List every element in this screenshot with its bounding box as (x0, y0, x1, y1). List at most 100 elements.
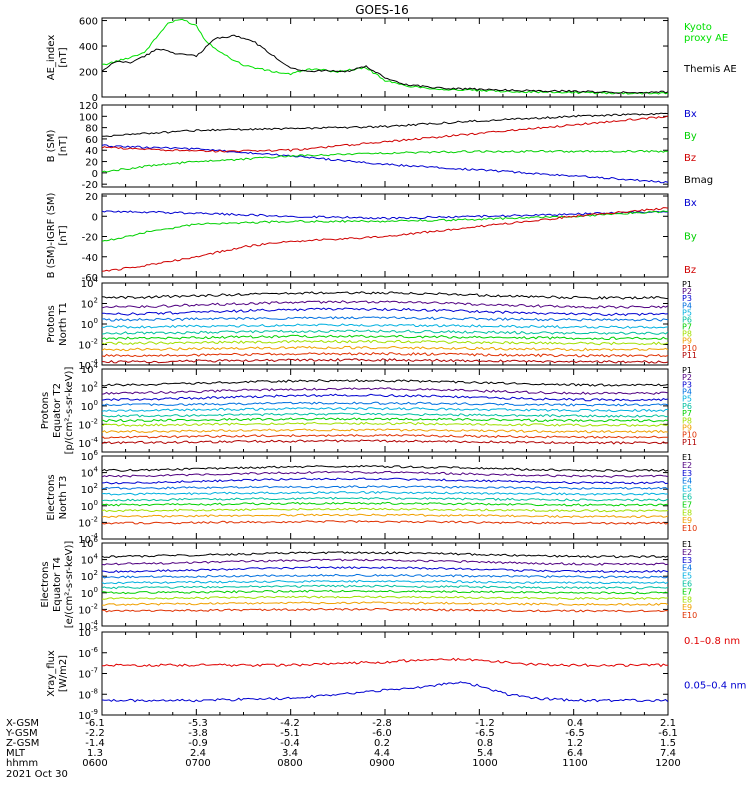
y-tick-label: 200 (79, 68, 98, 79)
y-axis-label: [W/m2] (58, 655, 69, 692)
y-tick-label: 0 (92, 212, 98, 223)
ephemeris-value: 0900 (369, 758, 394, 769)
legend-label: Bmag (684, 175, 713, 186)
legend-label: E3 (682, 556, 692, 565)
series-line-e6 (102, 496, 668, 502)
ephemeris-label: Y-GSM (5, 728, 38, 739)
y-tick-label: 10-6 (78, 646, 98, 660)
ephemeris-value: 6.4 (567, 748, 583, 759)
legend-label: 0.05–0.4 nm (684, 681, 746, 692)
ephemeris-value: -3.8 (188, 728, 208, 739)
y-axis-label: [p/(cm²-s-sr-keV)] (64, 367, 75, 455)
legend-label: E10 (682, 611, 697, 620)
series-line-e10 (102, 607, 668, 613)
series-line-e4 (102, 485, 668, 490)
y-axis-label: [e/(cm²-s-sr-keV)] (64, 541, 75, 629)
legend-label: Themis AE (683, 64, 737, 75)
y-tick-label: 100 (81, 399, 98, 413)
legend-label: E6 (682, 580, 692, 589)
y-axis-label: [nT] (58, 136, 69, 156)
panel-frame (101, 282, 669, 366)
legend-label: E4 (682, 477, 692, 486)
series-line-e6 (102, 584, 668, 590)
y-tick-label: -40 (82, 253, 98, 264)
ephemeris-row: MLT 1.3 2.4 3.4 4.4 5.4 6.4 7.4 (6, 748, 676, 759)
legend-label: P1 (682, 366, 692, 375)
series-line-by (102, 149, 668, 173)
legend-label: P10 (682, 344, 697, 353)
legend-label: E5 (682, 572, 692, 581)
series-line-e8 (102, 595, 668, 601)
legend-label: P5 (682, 308, 692, 317)
ephemeris-value: 1.3 (87, 748, 103, 759)
ephemeris-value: 0.8 (477, 738, 493, 749)
y-tick-label: -20 (82, 180, 98, 191)
y-axis-label: Equator T2 (52, 383, 63, 438)
series-line-p8 (102, 421, 668, 427)
ephemeris-label: Z-GSM (6, 738, 39, 749)
ephemeris-value: -6.5 (475, 728, 495, 739)
legend-label: P9 (682, 423, 692, 432)
series-line-0-1-0-8-nm (102, 657, 668, 668)
legend-label: E3 (682, 469, 692, 478)
series-line-p9 (102, 345, 668, 352)
series-line-e2 (102, 470, 668, 478)
ephemeris-value: 1.2 (567, 738, 583, 749)
series-line-e3 (102, 566, 668, 574)
y-tick-label: 10-8 (78, 687, 98, 701)
legend-label: Kyoto (684, 22, 712, 33)
ephemeris-value: -6.1 (658, 728, 678, 739)
y-tick-label: 10-4 (78, 436, 98, 450)
ephemeris-value: -2.8 (372, 718, 392, 729)
legend-label: P8 (682, 330, 692, 339)
ephemeris-value: -5.1 (280, 728, 300, 739)
series-line-e7 (102, 501, 668, 507)
y-axis-label: Protons (40, 392, 51, 429)
y-axis-label: Electrons (40, 561, 51, 607)
series-line-p9 (102, 428, 668, 434)
series-line-p10 (102, 433, 668, 439)
legend-label: E4 (682, 564, 692, 573)
y-tick-label: 60 (85, 135, 98, 146)
y-axis-label: AE_index (46, 35, 57, 81)
series-line-p11 (102, 358, 668, 364)
series-line-bmag (102, 112, 668, 138)
date-label: 2021 Oct 30 (6, 769, 68, 780)
legend-label: P7 (682, 409, 692, 418)
series-line-bz (102, 115, 668, 153)
series-line-p11 (102, 439, 668, 445)
series-line-p10 (102, 351, 668, 358)
series-line-p6 (102, 329, 668, 335)
legend-label: Bz (684, 153, 696, 164)
legend-label: P2 (682, 373, 692, 382)
legend-label: P2 (682, 287, 692, 296)
legend-label: E7 (682, 587, 692, 596)
series-line-themis-ae (102, 34, 668, 94)
y-tick-label: 100 (81, 499, 98, 513)
series-line-kyoto-proxy-ae (102, 18, 668, 95)
chart-title: GOES-16 (355, 3, 409, 17)
legend-label: P7 (682, 323, 692, 332)
legend-label: E1 (682, 453, 692, 462)
series-line-p8 (102, 339, 668, 346)
y-axis-label: North T3 (58, 476, 69, 520)
y-tick-label: 80 (85, 124, 98, 135)
ephemeris-value: 1100 (562, 758, 587, 769)
series-line-e3 (102, 477, 668, 485)
y-tick-label: 0 (92, 93, 98, 104)
legend-label: P10 (682, 431, 697, 440)
y-axis-label: Equator T4 (52, 557, 63, 612)
panel-5: 10-4 10-2 100 102 104 Protons Equator T2 [p/(cm… (40, 362, 697, 454)
series-line-p3 (102, 393, 668, 402)
legend-label: E8 (682, 595, 692, 604)
legend-label: P9 (682, 337, 692, 346)
y-tick-label: -20 (82, 233, 98, 244)
ephemeris-value: 1200 (655, 758, 680, 769)
series-line-bx (102, 144, 668, 184)
ephemeris-value: 2.4 (190, 748, 206, 759)
series-line-p3 (102, 307, 668, 317)
